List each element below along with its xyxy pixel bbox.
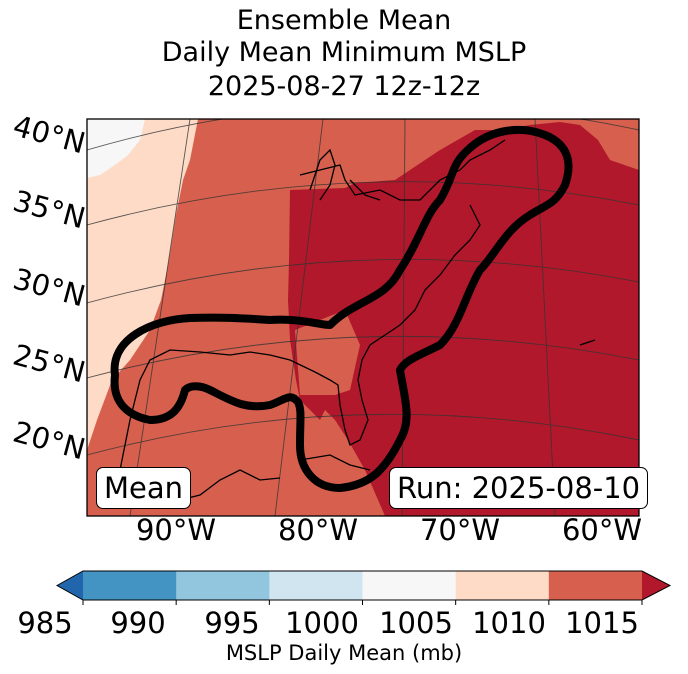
colorbar-bin-1000-1005	[362, 571, 457, 600]
coastlines	[114, 139, 596, 501]
graticule	[87, 119, 639, 516]
colorbar-tick-1000: 1000	[285, 606, 359, 640]
map-panel	[87, 119, 639, 516]
colorbar-tick-990: 990	[110, 606, 166, 640]
ensemble-mean-contour	[110, 125, 573, 492]
title-line-3: 2025-08-27 12z-12z	[207, 71, 481, 102]
lon-label-70w: 70°W	[419, 513, 501, 547]
colorbar-tick-1010: 1010	[472, 606, 546, 640]
colorbar-bin-985-990	[83, 571, 177, 600]
lon-label-90w: 90°W	[135, 513, 217, 547]
colorbar-over-arrow	[642, 571, 670, 600]
colorbar-tick-985: 985	[17, 606, 73, 640]
colorbar-bin-990-995	[176, 571, 270, 600]
title-line-1: Ensemble Mean	[236, 5, 452, 36]
pressure-field-1010-gulf	[295, 310, 360, 395]
legend-mean-box: Mean	[96, 467, 192, 509]
colorbar-label: MSLP Daily Mean (mb)	[225, 641, 463, 665]
map-frame	[86, 118, 640, 517]
colorbar-tick-1015: 1015	[565, 606, 639, 640]
pressure-field-1000-northwest	[87, 119, 145, 178]
colorbar-bin-995-1000	[269, 571, 363, 600]
colorbar	[55, 570, 672, 605]
pressure-field-1015	[288, 122, 639, 516]
run-date-box: Run: 2025-08-10	[389, 467, 649, 509]
title-line-2: Daily Mean Minimum MSLP	[161, 37, 527, 68]
lon-label-60w: 60°W	[561, 513, 643, 547]
colorbar-tick-1005: 1005	[379, 606, 453, 640]
colorbar-under-arrow	[57, 571, 83, 600]
colorbar-bin-1005-1010	[455, 571, 550, 600]
colorbar-tick-995: 995	[204, 606, 260, 640]
lon-label-80w: 80°W	[277, 513, 359, 547]
colorbar-bin-1010-1015	[548, 571, 643, 600]
